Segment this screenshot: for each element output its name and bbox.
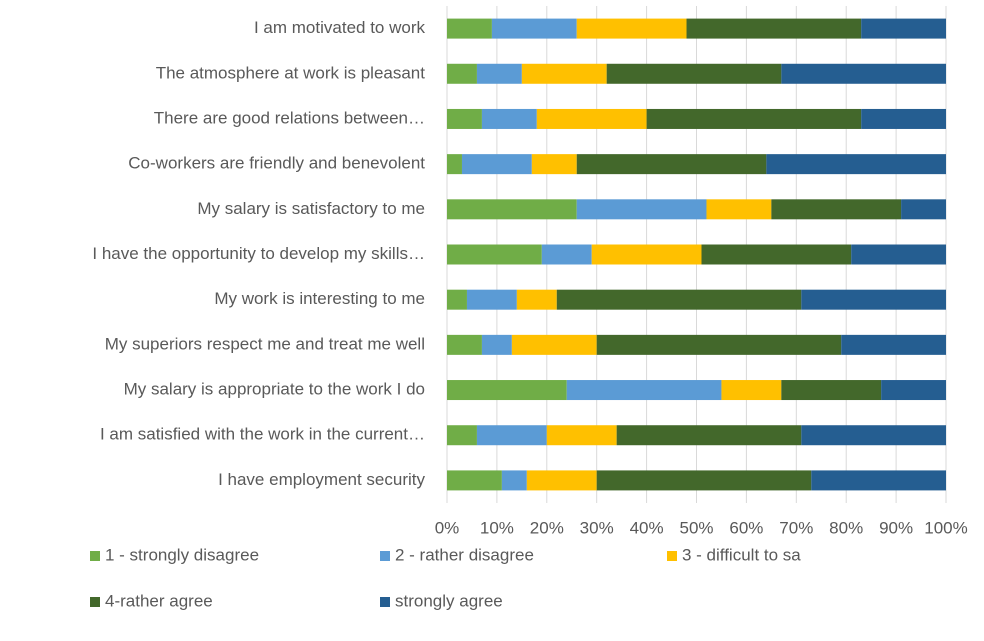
legend-swatch xyxy=(380,551,390,561)
bar-segment xyxy=(861,108,946,129)
bar-segment xyxy=(481,108,537,129)
bar-segment xyxy=(596,334,842,355)
bar-segment xyxy=(447,63,477,84)
bar-segment xyxy=(576,199,707,220)
legend-label: 2 - rather disagree xyxy=(395,545,534,564)
x-tick-label: 40% xyxy=(630,518,664,537)
legend-swatch xyxy=(667,551,677,561)
bar-segment xyxy=(646,108,862,129)
x-tick-label: 80% xyxy=(829,518,863,537)
legend-label: strongly agree xyxy=(395,591,503,610)
bar-segment xyxy=(801,425,946,446)
y-tick-label: I have the opportunity to develop my ski… xyxy=(92,244,425,263)
x-tick-label: 90% xyxy=(879,518,913,537)
bar-segment xyxy=(721,380,782,401)
legend-label: 3 - difficult to sa xyxy=(682,545,801,564)
bar-segment xyxy=(541,244,592,265)
legend-label: 1 - strongly disagree xyxy=(105,545,259,564)
legend-swatch xyxy=(90,597,100,607)
bar-segment xyxy=(476,425,547,446)
y-tick-label: The atmosphere at work is pleasant xyxy=(156,63,426,82)
y-tick-label: My salary is appropriate to the work I d… xyxy=(124,380,425,399)
bar-segment xyxy=(686,18,862,39)
x-tick-label: 0% xyxy=(435,518,460,537)
legend-swatch xyxy=(90,551,100,561)
bar-segment xyxy=(447,425,477,446)
bar-segment xyxy=(491,18,577,39)
bar-segment xyxy=(531,154,577,175)
bar-segment xyxy=(881,380,946,401)
y-tick-label: My salary is satisfactory to me xyxy=(197,199,425,218)
bar-segment xyxy=(447,380,567,401)
x-tick-label: 30% xyxy=(580,518,614,537)
bar-segment xyxy=(447,154,462,175)
bar-segment xyxy=(511,334,597,355)
legend-swatch xyxy=(380,597,390,607)
bar-segment xyxy=(766,154,946,175)
x-tick-label: 10% xyxy=(480,518,514,537)
bar-segment xyxy=(811,470,946,491)
bar-segment xyxy=(466,289,517,310)
bar-segment xyxy=(606,63,782,84)
x-tick-label: 70% xyxy=(779,518,813,537)
bar-segment xyxy=(576,18,687,39)
bar-segment xyxy=(526,470,597,491)
bar-segment xyxy=(447,470,502,491)
bar-segment xyxy=(461,154,532,175)
bar-segment xyxy=(706,199,772,220)
bar-segment xyxy=(447,289,467,310)
bar-segment xyxy=(841,334,946,355)
bar-segment xyxy=(521,63,607,84)
x-tick-label: 50% xyxy=(679,518,713,537)
bar-segment xyxy=(616,425,802,446)
bar-segment xyxy=(771,199,902,220)
x-tick-label: 100% xyxy=(924,518,967,537)
legend-label: 4-rather agree xyxy=(105,591,213,610)
bar-segment xyxy=(801,289,946,310)
bar-segment xyxy=(851,244,946,265)
y-tick-label: My work is interesting to me xyxy=(214,289,425,308)
bar-segment xyxy=(447,244,542,265)
bar-segment xyxy=(447,108,482,129)
bar-segment xyxy=(861,18,946,39)
bar-segment xyxy=(546,425,617,446)
bar-segment xyxy=(701,244,852,265)
bar-segment xyxy=(516,289,557,310)
x-tick-label: 20% xyxy=(530,518,564,537)
y-tick-label: I am satisfied with the work in the curr… xyxy=(100,425,425,444)
x-tick-label: 60% xyxy=(729,518,763,537)
y-tick-label: I am motivated to work xyxy=(254,18,426,37)
y-tick-label: There are good relations between… xyxy=(154,108,425,127)
bar-segment xyxy=(536,108,647,129)
bar-segment xyxy=(476,63,522,84)
bar-segment xyxy=(576,154,767,175)
bar-segment xyxy=(781,380,882,401)
bar-segment xyxy=(501,470,527,491)
bar-segment xyxy=(447,18,492,39)
bar-segment xyxy=(596,470,812,491)
bar-segment xyxy=(556,289,802,310)
y-tick-label: My superiors respect me and treat me wel… xyxy=(105,334,425,353)
bar-segment xyxy=(591,244,702,265)
bar-segment xyxy=(901,199,946,220)
y-tick-label: Co-workers are friendly and benevolent xyxy=(128,154,425,173)
bar-segment xyxy=(481,334,512,355)
bar-segment xyxy=(566,380,722,401)
bar-segment xyxy=(447,334,482,355)
bar-segment xyxy=(447,199,577,220)
bar-segment xyxy=(781,63,946,84)
y-tick-label: I have employment security xyxy=(218,470,425,489)
